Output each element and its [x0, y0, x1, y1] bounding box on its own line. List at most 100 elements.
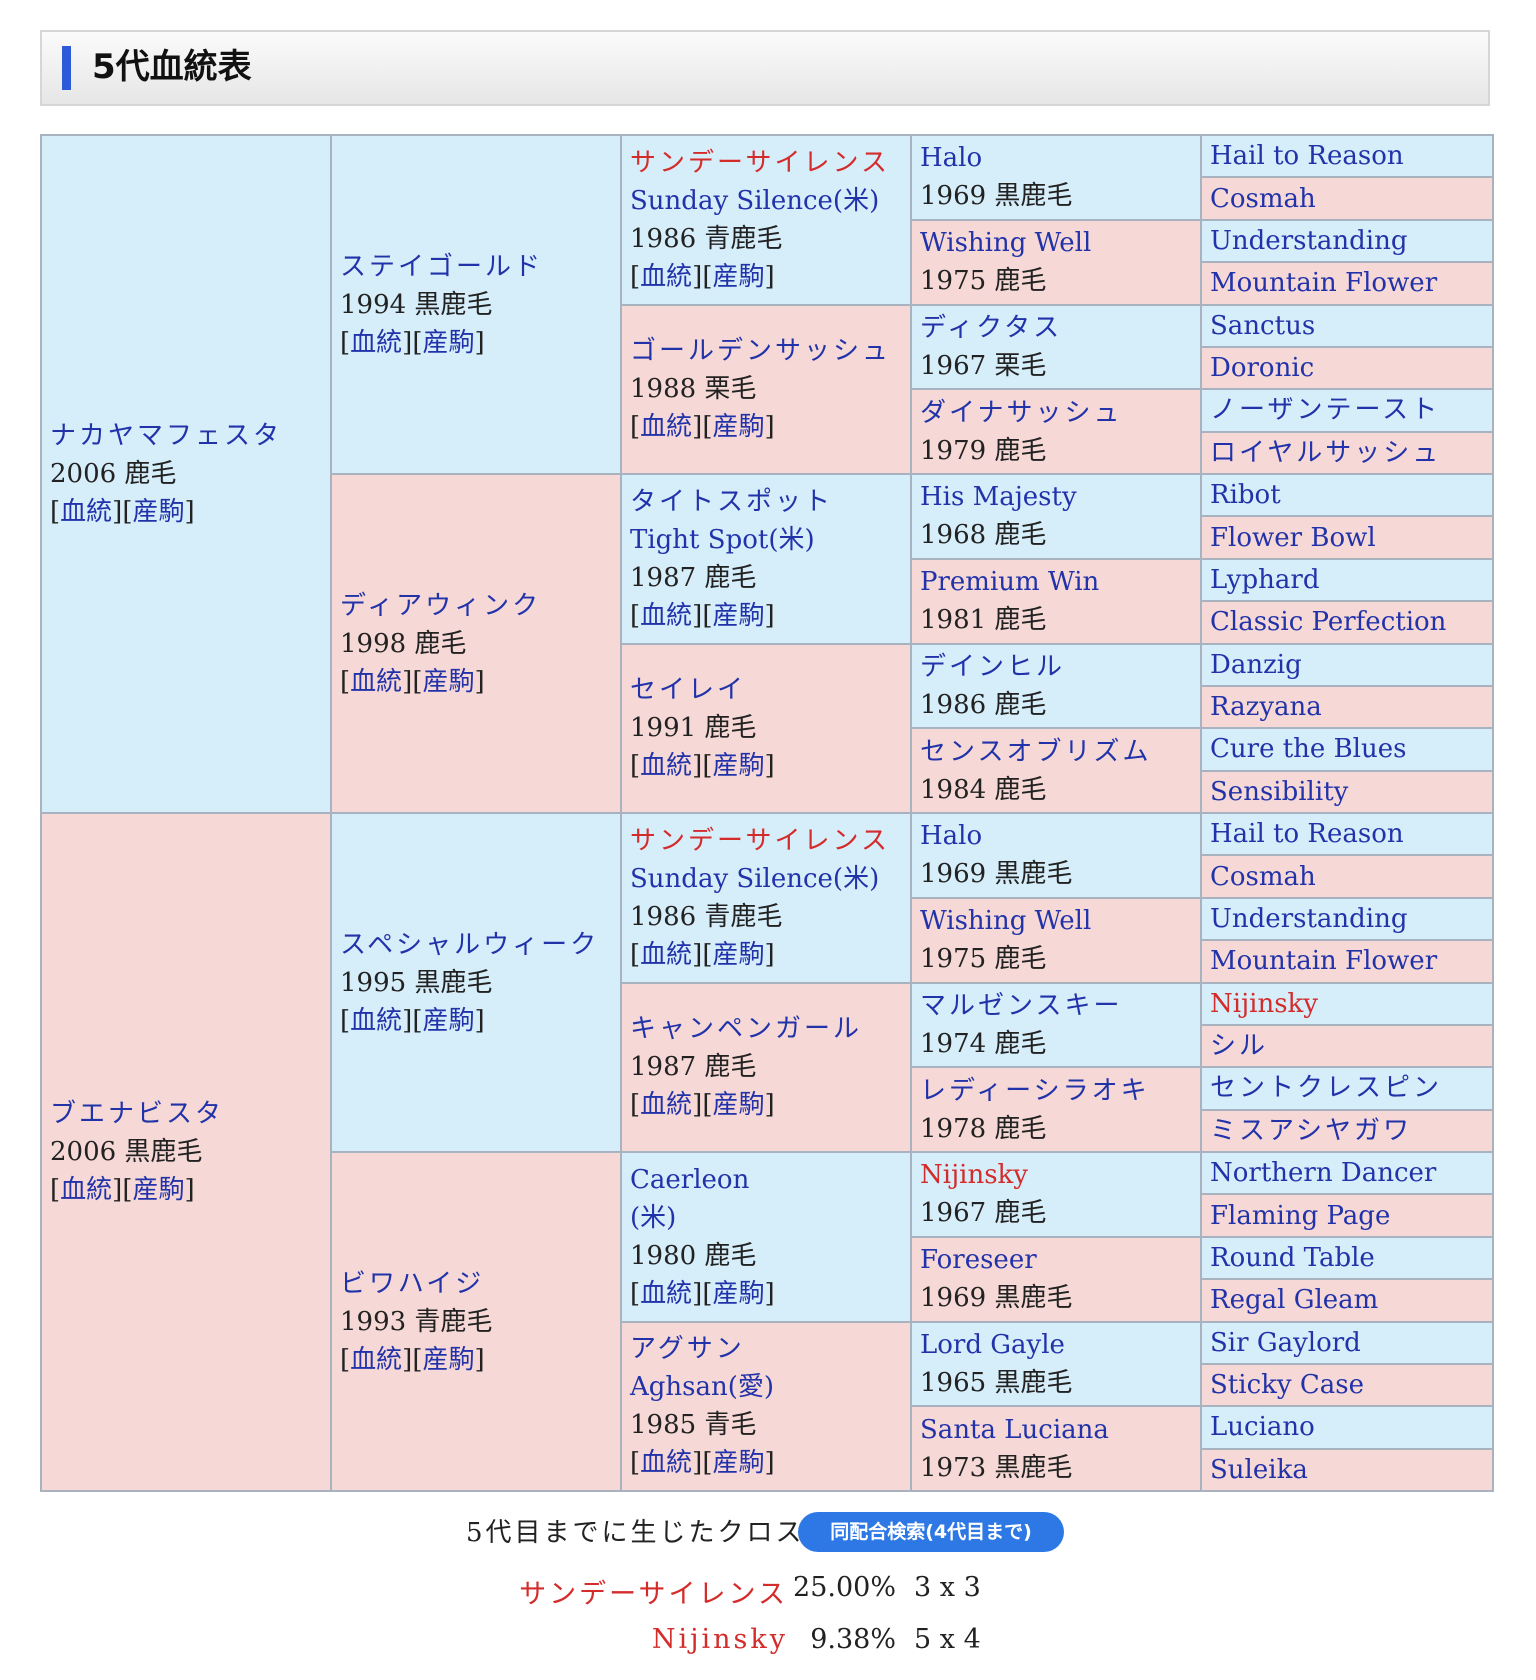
pedigree-link[interactable]: 血統 — [640, 1090, 693, 1121]
offspring-link[interactable]: 産駒 — [712, 1278, 765, 1309]
horse-name-link[interactable]: タイトスポット — [630, 486, 834, 517]
horse-name-link[interactable]: サンデーサイレンス — [630, 825, 890, 856]
horse-name-link[interactable]: Classic Perfection — [1210, 607, 1447, 638]
horse-name-link[interactable]: Foreseer — [920, 1245, 1037, 1276]
horse-name-link[interactable]: Sticky Case — [1210, 1370, 1364, 1401]
horse-name-link[interactable]: Suleika — [1210, 1454, 1308, 1485]
offspring-link[interactable]: 産駒 — [132, 497, 185, 527]
horse-name-link[interactable]: アグサン — [630, 1334, 745, 1365]
horse-name-link[interactable]: Sir Gaylord — [1210, 1327, 1361, 1358]
offspring-link[interactable]: 産駒 — [712, 1448, 765, 1479]
horse-name-link[interactable]: Halo — [920, 821, 983, 852]
horse-name-link[interactable]: レディーシラオキ — [920, 1075, 1150, 1106]
horse-name-alt[interactable]: Aghsan(愛) — [630, 1372, 775, 1403]
horse-name-link[interactable]: Lyphard — [1210, 564, 1320, 595]
offspring-link[interactable]: 産駒 — [422, 327, 475, 358]
horse-name-alt[interactable]: Tight Spot(米) — [630, 524, 815, 555]
horse-name-link[interactable]: サンデーサイレンス — [630, 147, 890, 178]
horse-name-link[interactable]: ミスアシヤガワ — [1210, 1115, 1412, 1146]
horse-name-link[interactable]: Round Table — [1210, 1242, 1375, 1273]
horse-name-link[interactable]: Cure the Blues — [1210, 734, 1407, 765]
offspring-link[interactable]: 産駒 — [712, 261, 765, 292]
horse-name-alt[interactable]: (米) — [630, 1202, 677, 1233]
horse-name-link[interactable]: Mountain Flower — [1210, 946, 1438, 977]
horse-name-link[interactable]: Mountain Flower — [1210, 268, 1438, 299]
offspring-link[interactable]: 産駒 — [712, 751, 765, 782]
pedigree-link[interactable]: 血統 — [640, 261, 693, 292]
horse-name-link[interactable]: ロイヤルサッシュ — [1210, 437, 1442, 468]
pedigree-link[interactable]: 血統 — [60, 1175, 113, 1205]
offspring-link[interactable]: 産駒 — [422, 666, 475, 697]
pedigree-link[interactable]: 血統 — [350, 1005, 403, 1036]
horse-name-link[interactable]: Northern Dancer — [1210, 1158, 1437, 1189]
offspring-link[interactable]: 産駒 — [712, 412, 765, 443]
horse-name-link[interactable]: Halo — [920, 143, 983, 174]
horse-name-link[interactable]: Razyana — [1210, 692, 1322, 723]
pedigree-cell-g2: ディアウィンク 1998 鹿毛 [血統][産駒] — [330, 473, 622, 814]
cross-horse-link[interactable]: サンデーサイレンス — [519, 1579, 788, 1610]
horse-name-link[interactable]: Cosmah — [1210, 861, 1316, 892]
horse-name-link[interactable]: スペシャルウィーク — [340, 929, 600, 960]
offspring-link[interactable]: 産駒 — [132, 1175, 185, 1205]
pedigree-link[interactable]: 血統 — [640, 600, 693, 631]
horse-name-link[interactable]: キャンペンガール — [630, 1014, 863, 1045]
horse-name-alt[interactable]: Sunday Silence(米) — [630, 185, 880, 216]
offspring-link[interactable]: 産駒 — [422, 1005, 475, 1036]
pedigree-link[interactable]: 血統 — [640, 751, 693, 782]
horse-name-link[interactable]: Regal Gleam — [1210, 1285, 1379, 1316]
horse-name-link[interactable]: ビワハイジ — [340, 1268, 485, 1299]
horse-name-link[interactable]: Wishing Well — [920, 906, 1092, 937]
horse-name-link[interactable]: Understanding — [1210, 903, 1408, 934]
horse-name-link[interactable]: Sanctus — [1210, 310, 1316, 341]
pedigree-link[interactable]: 血統 — [640, 1278, 693, 1309]
horse-name-link[interactable]: Doronic — [1210, 353, 1315, 384]
horse-name-link[interactable]: Understanding — [1210, 225, 1408, 256]
pedigree-link[interactable]: 血統 — [640, 412, 693, 443]
offspring-link[interactable]: 産駒 — [712, 600, 765, 631]
horse-name-link[interactable]: Luciano — [1210, 1412, 1315, 1443]
pedigree-offspring-links: [血統][産駒] — [630, 412, 775, 443]
horse-name-link[interactable]: ナカヤマフェスタ — [50, 421, 283, 451]
horse-name-link[interactable]: Premium Win — [920, 567, 1100, 598]
horse-name-link[interactable]: セントクレスピン — [1210, 1073, 1443, 1104]
horse-name-link[interactable]: シル — [1210, 1031, 1269, 1062]
horse-name-link[interactable]: Hail to Reason — [1210, 141, 1404, 172]
horse-name-link[interactable]: Santa Luciana — [920, 1414, 1109, 1445]
pedigree-link[interactable]: 血統 — [350, 327, 403, 358]
horse-name-link[interactable]: Danzig — [1210, 649, 1302, 680]
pedigree-link[interactable]: 血統 — [640, 939, 693, 970]
horse-name-link[interactable]: ノーザンテースト — [1210, 395, 1441, 426]
horse-name-link[interactable]: Caerleon — [630, 1164, 750, 1195]
horse-name-alt[interactable]: Sunday Silence(米) — [630, 863, 880, 894]
horse-name-link[interactable]: セイレイ — [630, 675, 747, 706]
pedigree-link[interactable]: 血統 — [640, 1448, 693, 1479]
horse-name-link[interactable]: Wishing Well — [920, 228, 1092, 259]
horse-name-link[interactable]: デインヒル — [920, 651, 1066, 682]
horse-name-link[interactable]: Flaming Page — [1210, 1200, 1391, 1231]
horse-name-link[interactable]: Lord Gayle — [920, 1329, 1065, 1360]
horse-name-link[interactable]: Nijinsky — [1210, 988, 1318, 1019]
same-mating-search-button[interactable]: 同配合検索(4代目まで) — [798, 1512, 1064, 1552]
horse-name-link[interactable]: ダイナサッシュ — [920, 397, 1123, 428]
pedigree-link[interactable]: 血統 — [60, 497, 113, 527]
horse-name-link[interactable]: ディクタス — [920, 312, 1063, 343]
horse-name-link[interactable]: ゴールデンサッシュ — [630, 336, 892, 367]
horse-name-link[interactable]: ディアウィンク — [340, 590, 542, 621]
cross-horse-link[interactable]: Nijinsky — [651, 1624, 788, 1655]
offspring-link[interactable]: 産駒 — [422, 1344, 475, 1375]
horse-name-link[interactable]: ブエナビスタ — [50, 1099, 225, 1129]
horse-name-link[interactable]: マルゼンスキー — [920, 990, 1123, 1021]
horse-name-link[interactable]: Flower Bowl — [1210, 522, 1376, 553]
offspring-link[interactable]: 産駒 — [712, 939, 765, 970]
horse-name-link[interactable]: His Majesty — [920, 482, 1077, 513]
horse-name-link[interactable]: センスオブリズム — [920, 736, 1152, 767]
horse-name-link[interactable]: Sensibility — [1210, 776, 1349, 807]
horse-name-link[interactable]: Cosmah — [1210, 183, 1316, 214]
horse-name-link[interactable]: ステイゴールド — [340, 251, 544, 282]
offspring-link[interactable]: 産駒 — [712, 1090, 765, 1121]
horse-name-link[interactable]: Hail to Reason — [1210, 819, 1404, 850]
horse-name-link[interactable]: Nijinsky — [920, 1160, 1028, 1191]
pedigree-link[interactable]: 血統 — [350, 1344, 403, 1375]
pedigree-link[interactable]: 血統 — [350, 666, 403, 697]
horse-name-link[interactable]: Ribot — [1210, 480, 1281, 511]
